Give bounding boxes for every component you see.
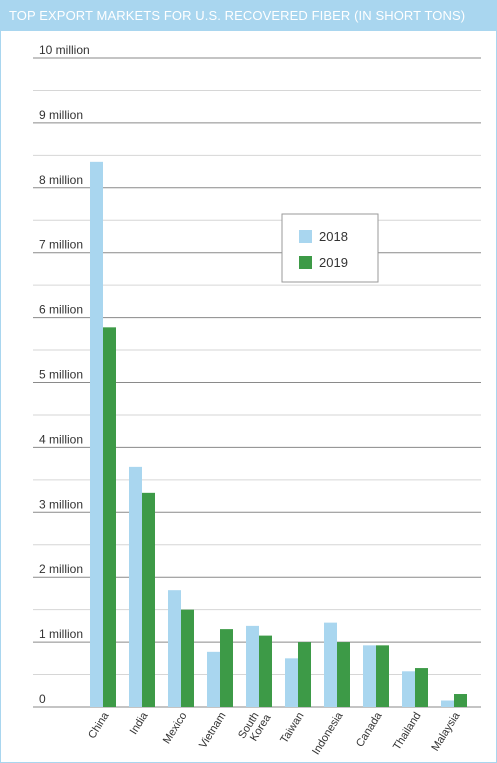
bar-2019-mexico (181, 609, 194, 707)
bar-2019-india (142, 492, 155, 707)
x-tick-label: Mexico (161, 710, 190, 746)
bar-2019-china (103, 327, 116, 707)
bar-2018-china (90, 161, 103, 708)
bar-2018-taiwan (285, 658, 298, 707)
y-tick-label: 2 million (39, 562, 83, 576)
bar-2019-indonesia (337, 642, 350, 707)
y-tick-label: 7 million (39, 238, 83, 252)
bar-2019-taiwan (298, 642, 311, 707)
legend-box (281, 213, 379, 283)
x-tick-label: Vietnam (197, 710, 228, 750)
x-tick-label: Malaysia (429, 709, 463, 753)
bar-2018-indonesia (324, 622, 337, 707)
x-tick-label: India (128, 709, 151, 736)
bars (90, 161, 467, 708)
title-bar: TOP EXPORT MARKETS FOR U.S. RECOVERED FI… (1, 1, 496, 31)
y-tick-label: 9 million (39, 108, 83, 122)
bar-2018-south-korea (246, 625, 259, 707)
chart-title: TOP EXPORT MARKETS FOR U.S. RECOVERED FI… (9, 8, 466, 23)
bar-2019-thailand (415, 668, 428, 707)
y-tick-label: 6 million (39, 303, 83, 317)
y-tick-label: 3 million (39, 497, 83, 511)
bar-2018-malaysia (441, 700, 454, 707)
legend-label: 2018 (319, 229, 348, 244)
y-tick-label: 4 million (39, 432, 83, 446)
x-tick-label: Canada (354, 709, 385, 749)
legend-swatch-2019 (299, 256, 312, 269)
y-tick-label: 10 million (39, 43, 90, 57)
legend: 2018 2019 (281, 213, 379, 283)
y-tick-label: 1 million (39, 627, 83, 641)
bar-2018-canada (363, 645, 376, 707)
bar-2018-thailand (402, 671, 415, 707)
bar-2019-canada (376, 645, 389, 707)
bar-2019-malaysia (454, 694, 467, 707)
bar-2019-vietnam (220, 629, 233, 707)
x-tick-label: Taiwan (278, 710, 306, 745)
y-tick-label: 8 million (39, 173, 83, 187)
bar-2018-mexico (168, 590, 181, 707)
legend-label: 2019 (319, 255, 348, 270)
bar-2019-south-korea (259, 635, 272, 707)
legend-swatch-2018 (299, 230, 312, 243)
x-tick-label: Thailand (391, 710, 424, 752)
y-tick-label: 5 million (39, 368, 83, 382)
x-tick-label: China (86, 709, 112, 740)
x-tick-label: Indonesia (310, 709, 346, 757)
bar-2018-vietnam (207, 651, 220, 707)
y-tick-label: 0 (39, 692, 46, 706)
bar-2018-india (129, 466, 142, 707)
